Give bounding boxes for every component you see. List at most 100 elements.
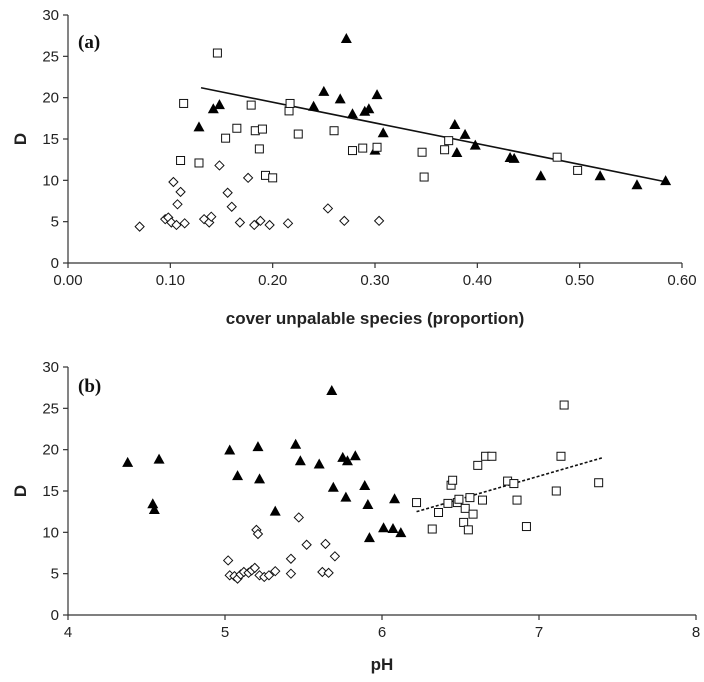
panel-a-diamond-point [171, 219, 182, 231]
panel-a-y-tick-label: 15 [42, 131, 59, 148]
panel-a-square-point [552, 152, 562, 162]
panel-b-x-tick-label: 8 [692, 624, 700, 641]
panel-a-y-axis-label: D [11, 133, 30, 145]
panel-b-diamond-point [293, 512, 304, 523]
panel-a-square-point [246, 100, 256, 110]
panel-b: (b) pH D 4 5 6 7 8 0 5 10 15 20 25 30 [11, 359, 700, 674]
panel-a-square-point [372, 142, 382, 152]
panel-a-diamond-point [282, 218, 294, 229]
panel-b-diamond-point [329, 551, 341, 562]
panel-a-diamond-point [373, 215, 385, 227]
panel-b-diamond-point [301, 539, 312, 550]
panel-b-triangle-point [252, 441, 264, 452]
panel-a-triangle-point [346, 108, 358, 119]
panel-b-square-point [463, 525, 473, 535]
panel-a-square-point [254, 144, 264, 154]
panel-b-triangle-point [224, 444, 236, 455]
panel-a-triangle-point [377, 127, 389, 138]
panel-a-diamond-point [255, 215, 266, 227]
panel-a-x-tick-label: 0.20 [258, 272, 287, 289]
panel-b-triangle-point [147, 498, 159, 509]
panel-a-diamond-point [179, 218, 190, 229]
panel-a-x-tick-label: 0.40 [463, 272, 492, 289]
panel-b-triangle-point [359, 480, 371, 491]
panel-a-diamond-point [175, 186, 186, 198]
panel-a-triangle-point [363, 103, 375, 114]
panel-a-x-tick-label: 0.50 [565, 272, 594, 289]
panel-a-x-tick-label: 0.60 [667, 272, 696, 289]
panel-a-triangle-point [207, 103, 219, 114]
panel-a-square-point [257, 124, 267, 134]
panel-a-triangle-point [469, 139, 481, 150]
panel-b-triangle-point [232, 470, 244, 481]
panel-b-triangle-point [378, 522, 390, 533]
panel-a-triangle-point [449, 118, 461, 129]
panel-a-square-point [176, 155, 186, 165]
panel-a-triangle-point [451, 147, 463, 158]
panel-a-x-tick-label: 0.30 [360, 272, 389, 289]
panel-a-y-tick-label: 5 [51, 214, 59, 231]
panel-a-triangle-point [334, 93, 346, 104]
panel-b-square-point [465, 493, 475, 503]
panel-b-y-tick-label: 20 [42, 442, 59, 459]
panel-b-square-point [556, 451, 566, 461]
panel-b-square-point [487, 451, 497, 461]
panel-a-diamond-point [206, 211, 217, 222]
panel-a-diamond-point [168, 176, 179, 188]
panel-a-diamond-point [226, 201, 237, 212]
panel-b-diamond-point [323, 567, 334, 579]
panel-a-y-tick-label: 10 [42, 172, 59, 189]
panel-a-triangle-point [213, 99, 225, 110]
panel-b-y-axis-label: D [11, 485, 30, 497]
panel-a-diamond-point [134, 221, 145, 232]
panel-b-triangle-point [387, 523, 399, 534]
panel-a-square-point [573, 165, 583, 175]
panel-a-diamond-point [264, 219, 275, 231]
panel-a-diamond-point [242, 172, 254, 184]
panel-b-square-point [559, 400, 569, 410]
panel-a-square-point [293, 129, 303, 139]
panel-b-y-tick-label: 10 [42, 524, 59, 541]
panel-a-square-point [440, 145, 450, 155]
panel-b-square-point [551, 486, 561, 496]
panel-b-square-point [427, 524, 437, 534]
panel-b-triangle-point [294, 455, 306, 466]
panel-a-triangle-point [371, 89, 383, 100]
panel-a-triangle-point [308, 100, 320, 111]
panel-b-square-point [509, 479, 519, 489]
panel-a-diamond-point [249, 219, 260, 231]
panel-b-square-point [443, 498, 453, 508]
panel-b-triangle-point [269, 505, 281, 516]
panel-a-y-tick-label: 0 [51, 255, 59, 272]
panel-a-x-tick-label: 0.10 [156, 272, 185, 289]
panel-b-square-point [512, 495, 522, 505]
panel-b-square-point [448, 475, 458, 485]
panel-a-square-point [329, 126, 339, 136]
panel-a-triangle-point [535, 170, 547, 181]
panel-b-triangle-point [313, 458, 325, 469]
panel-b-label: (b) [78, 376, 101, 397]
panel-b-diamond-point [317, 566, 328, 578]
panel-a-triangle-point [193, 121, 205, 132]
panel-b-square-point [473, 460, 483, 470]
panel-b-triangle-point [122, 456, 134, 467]
panel-b-triangle-point [326, 384, 338, 395]
panel-b-y-tick-label: 0 [51, 607, 59, 624]
panel-b-square-point [477, 495, 487, 505]
panel-a-x-axis-label: cover unpalable species (proportion) [226, 309, 525, 328]
panel-b-triangle-point [363, 532, 375, 543]
panel-b-square-point [460, 503, 470, 513]
panel-a-triangle-point [318, 85, 330, 96]
panel-a-label: (a) [78, 32, 100, 53]
panel-a-triangle-point [631, 179, 643, 190]
panel-a-square-point [419, 172, 429, 182]
panel-a-triangle-point [340, 32, 352, 43]
panel-a-square-point [358, 143, 368, 153]
panel-b-square-point [459, 517, 469, 527]
panel-b-diamond-point [320, 538, 331, 550]
panel-a: (a) cover unpalable species (proportion)… [11, 7, 697, 328]
panel-a-diamond-point [172, 199, 183, 210]
panel-a-diamond-point [222, 187, 233, 198]
panel-a-diamond-point [322, 203, 334, 214]
